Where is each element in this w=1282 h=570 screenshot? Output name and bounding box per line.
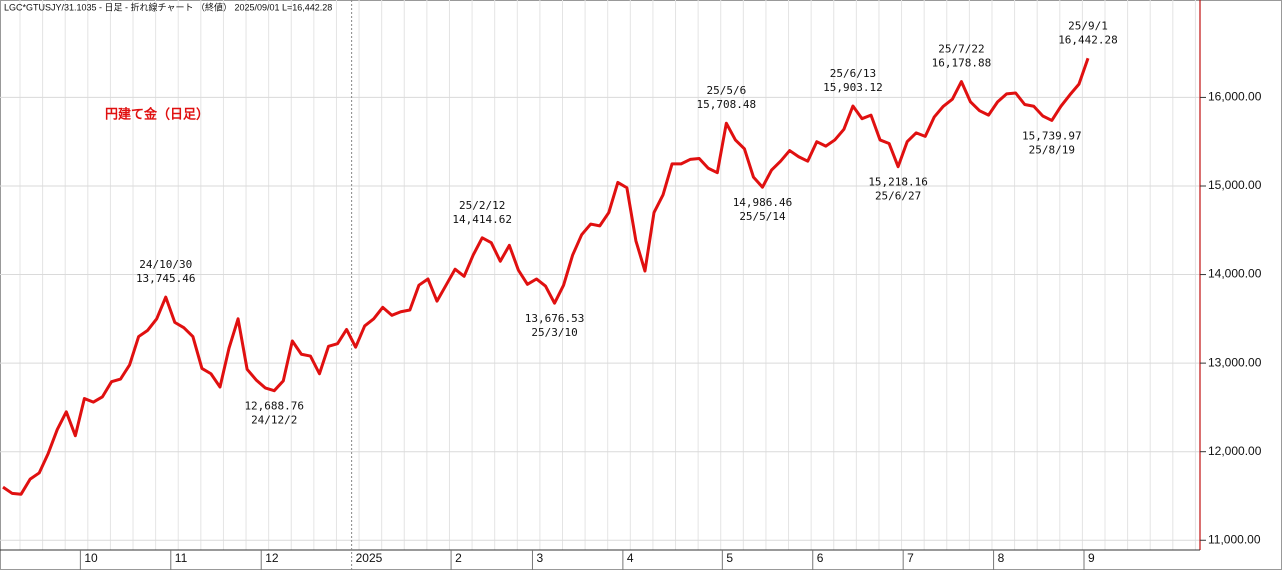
y-tick-label: 11,000.00	[1208, 532, 1261, 546]
annotation-value: 15,903.12	[823, 81, 883, 94]
y-tick-label: 14,000.00	[1208, 267, 1262, 281]
annotation-value: 12,688.76	[244, 400, 304, 413]
x-tick-label: 9	[1088, 551, 1095, 565]
x-tick-label: 7	[907, 551, 914, 565]
annotation-value: 14,414.62	[452, 213, 512, 226]
annotation-date: 24/12/2	[251, 414, 297, 427]
x-tick-label: 2	[455, 551, 462, 565]
annotation-date: 25/7/22	[938, 43, 984, 56]
x-tick-label: 4	[627, 551, 634, 565]
annotation-value: 15,218.16	[868, 176, 928, 189]
x-tick-label: 11	[175, 551, 188, 565]
price-line	[2, 57, 1090, 496]
y-tick-label: 13,000.00	[1208, 355, 1262, 369]
annotation-date: 25/8/19	[1029, 143, 1075, 156]
header: LGC*GTUSJY/31.1035 - 日足 - 折れ線チャート （終値） 2…	[4, 1, 332, 12]
y-tick-label: 16,000.00	[1208, 90, 1262, 104]
grid	[0, 0, 1200, 550]
annotation-date: 25/5/6	[706, 84, 746, 97]
annotation-date: 25/9/1	[1068, 19, 1108, 32]
annotation-value: 16,442.28	[1058, 33, 1118, 46]
annotation-date: 25/5/14	[739, 210, 786, 223]
y-tick-label: 15,000.00	[1208, 178, 1262, 192]
annotation-value: 14,986.46	[733, 196, 793, 209]
x-tick-label: 6	[817, 551, 824, 565]
x-tick-label: 2025	[356, 551, 383, 565]
y-tick-label: 12,000.00	[1208, 444, 1262, 458]
chart-title: 円建て金（日足）	[105, 106, 209, 121]
annotation-date: 25/6/13	[830, 67, 876, 80]
x-tick-label: 3	[536, 551, 543, 565]
annotation-value: 13,676.53	[525, 312, 585, 325]
annotation-value: 13,745.46	[136, 272, 196, 285]
annotation-date: 24/10/30	[139, 258, 192, 271]
x-tick-label: 10	[84, 551, 98, 565]
annotation-date: 25/2/12	[459, 199, 505, 212]
x-tick-label: 8	[998, 551, 1005, 565]
annotation-value: 15,739.97	[1022, 129, 1082, 142]
annotation-date: 25/3/10	[531, 326, 577, 339]
x-tick-label: 5	[726, 551, 733, 565]
annotation-value: 16,178.88	[932, 57, 992, 70]
x-tick-label: 12	[265, 551, 279, 565]
annotation-date: 25/6/27	[875, 190, 921, 203]
annotation-value: 15,708.48	[697, 98, 757, 111]
